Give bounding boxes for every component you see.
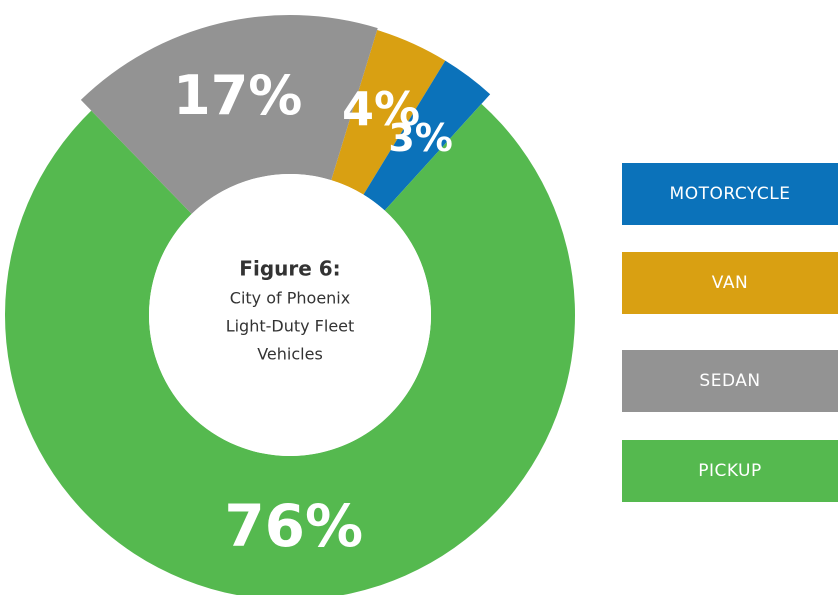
legend-label: SEDAN [699,371,760,391]
data-label: 4% [342,82,420,136]
legend-swatch [622,252,838,314]
slice [5,103,575,595]
slice [80,14,378,214]
data-label: 3% [388,116,453,160]
legend-swatch [622,163,838,225]
chart-subtitle: City of Phoenix [230,289,350,308]
slice [331,30,446,195]
legend-swatch [622,350,838,412]
legend-label: VAN [712,273,748,293]
slice [363,60,491,211]
data-label: 76% [224,492,363,560]
legend-swatch [622,440,838,502]
legend-label: MOTORCYCLE [670,184,791,204]
slices [5,14,575,595]
chart-title: Figure 6: [239,257,340,281]
data-label: 17% [173,64,302,127]
donut-hole [149,174,431,456]
legend-label: PICKUP [698,461,762,481]
chart-subtitle: Vehicles [257,345,323,364]
chart-subtitle: Light-Duty Fleet [226,317,355,336]
